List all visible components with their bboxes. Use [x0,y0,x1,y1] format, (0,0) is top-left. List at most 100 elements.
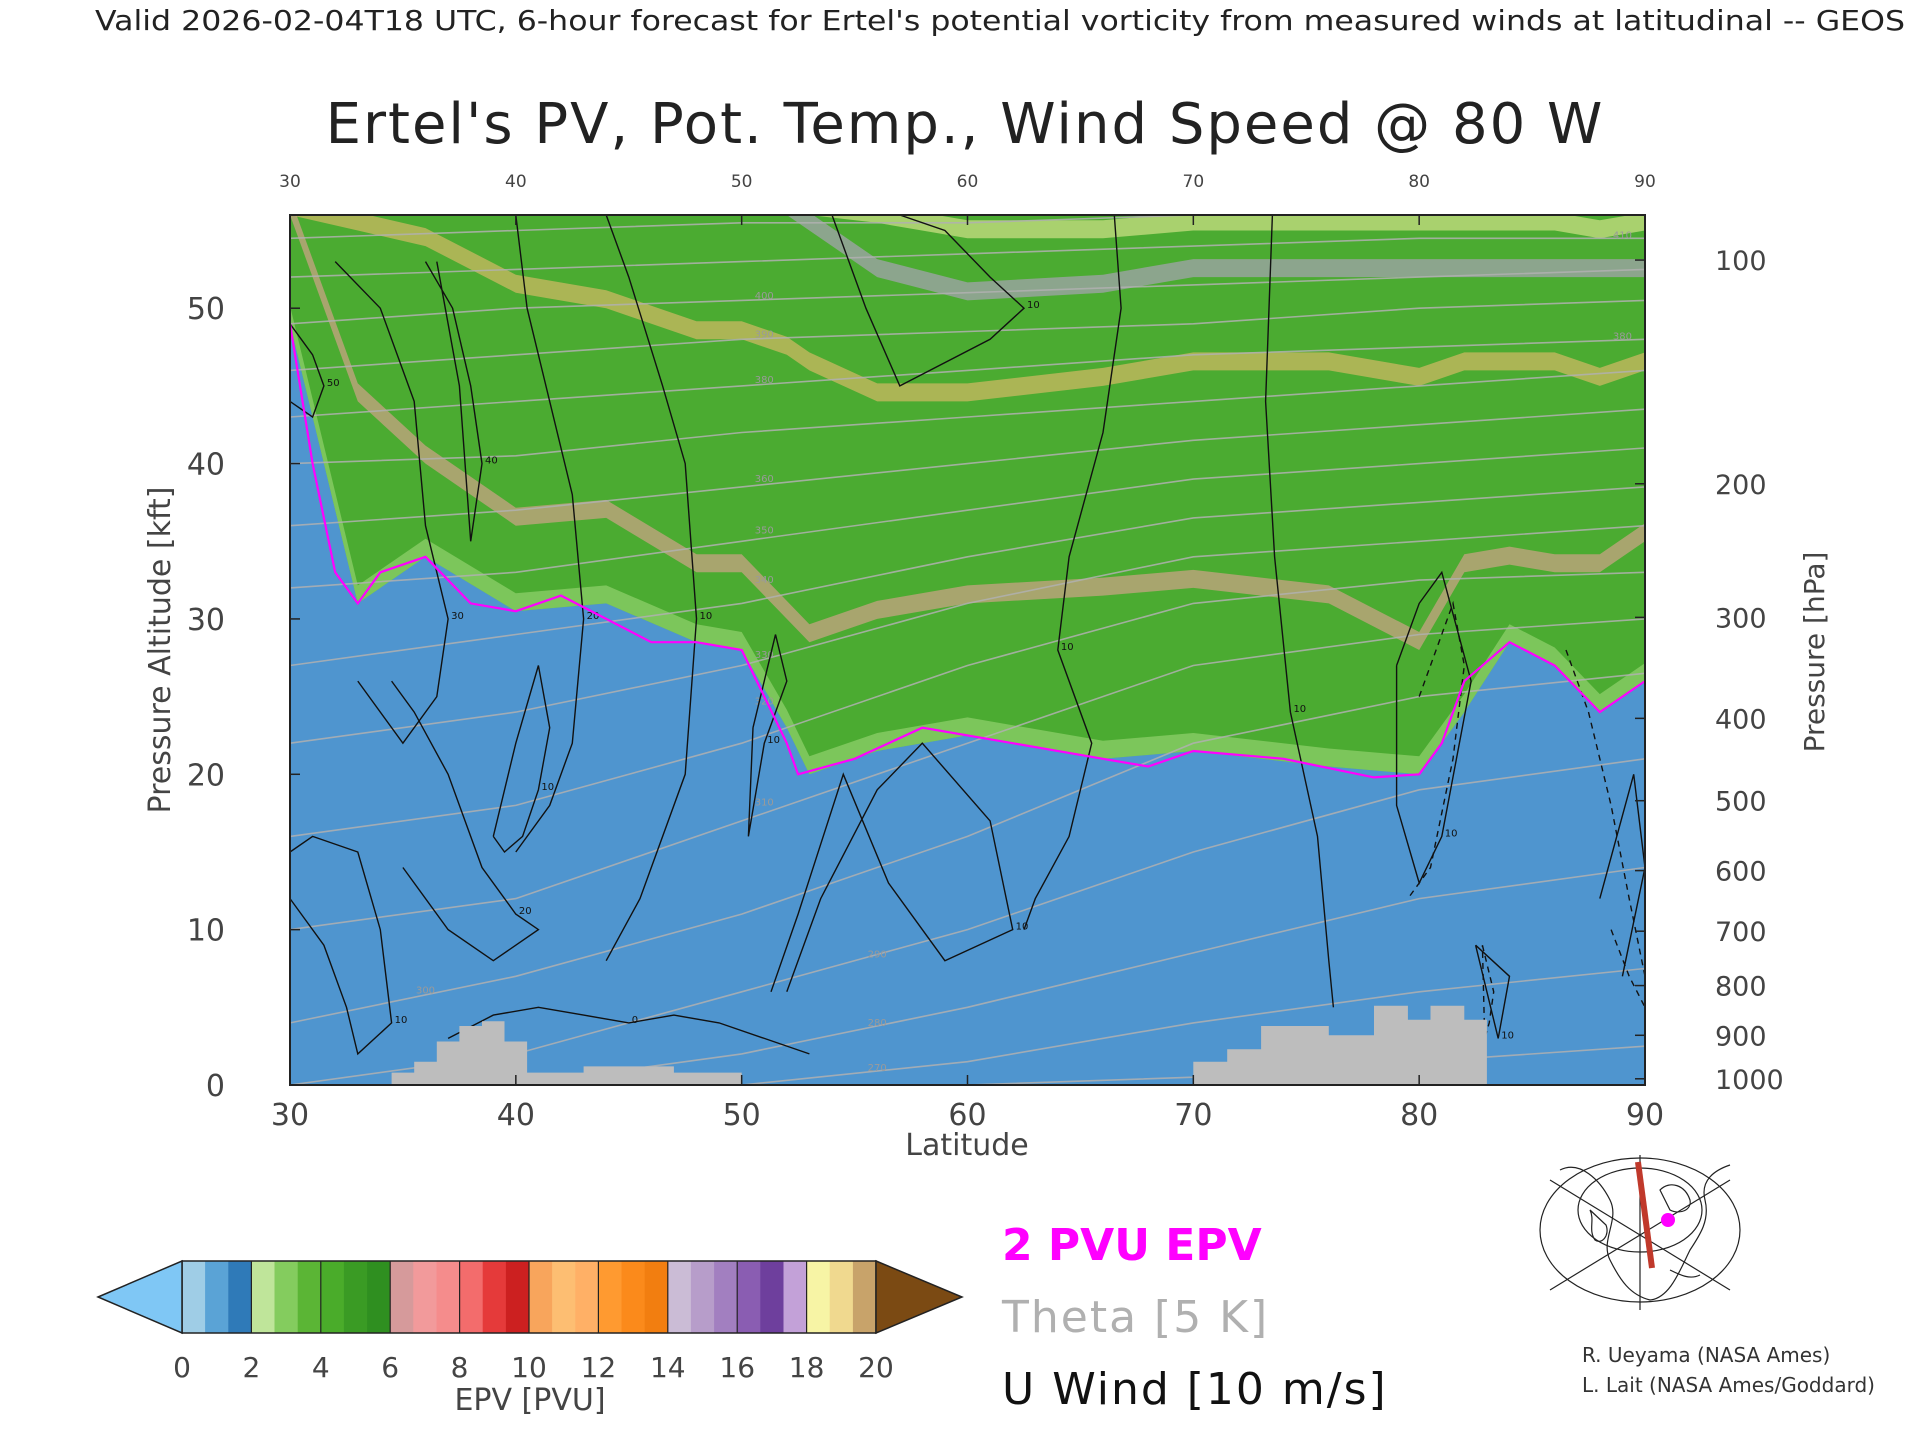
colorbar-swatch-0-2 [228,1261,252,1333]
u-wind-label-10: 10 [395,1015,408,1026]
colorbar-tick-label: 12 [581,1351,617,1384]
pressure-tick-label: 200 [1715,470,1767,501]
colorbar-over-triangle [875,1259,964,1335]
colorbar-swatch-6-8 [413,1261,437,1333]
theta-contour-340 [290,486,1645,667]
epv-band-transition [290,215,1645,239]
colorbar-swatch-4-6 [320,1261,345,1333]
inset-map [1539,1155,1741,1310]
x-tick-label: 80 [1400,1098,1438,1133]
epv-2pvu-line [290,323,1645,779]
colorbar-swatch-14-16 [714,1261,738,1333]
x-top-tick-label: 90 [1634,172,1656,192]
y-tick-label: 50 [187,292,225,327]
pressure-tick-label: 400 [1715,704,1767,735]
colorbar-swatch-8-10 [459,1261,484,1333]
x-tick-label: 40 [497,1098,535,1133]
colorbar-swatch-4-6 [367,1261,391,1333]
theta-label-380: 380 [755,375,774,386]
theta-label-320: 320 [755,696,774,707]
colorbar-swatch-16-18 [783,1261,808,1333]
colorbar-swatch-18-20 [806,1261,831,1333]
u-wind-label-10: 10 [700,611,713,622]
inset-map-coastline [1659,1184,1691,1213]
u-wind-label-10: 10 [1293,704,1306,715]
theta-label-330: 330 [755,650,774,661]
u-wind-label-20: 20 [519,906,532,917]
colorbar-swatch-10-12 [552,1261,576,1333]
inset-map-marker [1661,1213,1675,1227]
colorbar-swatch-12-14 [644,1261,669,1333]
theta-contour-360 [290,408,1645,527]
u-wind-contour-10 [605,215,698,962]
u-wind-contour-10 [1395,570,1472,885]
colorbar-swatch-0-2 [182,1261,206,1333]
colorbar-swatch-14-16 [667,1261,692,1333]
colorbar-tick-label: 8 [451,1351,469,1384]
colorbar: 0 2 4 6 8 10 12 14 16 18 20 EPV [PVU] [96,1259,964,1418]
epv-fill-bands [290,215,1645,1085]
colorbar-swatch-16-18 [737,1261,761,1333]
u-wind-contour-10 [1023,215,1122,930]
x-tick-label: 90 [1626,1098,1664,1133]
u-wind-dashed-contour--10 [1610,929,1645,1008]
x-tick-label: 30 [271,1098,309,1133]
theta-contour-330 [290,524,1645,744]
colorbar-swatch-2-4 [274,1261,299,1333]
colorbar-tick-label: 2 [242,1351,260,1384]
terrain-fill [290,1005,1645,1085]
theta-label-280: 280 [868,1018,887,1029]
u-wind-label-10: 10 [767,735,780,746]
colorbar-swatch-6-8 [390,1261,414,1333]
u-wind-label-40: 40 [485,456,498,467]
x-top-tick-label: 30 [279,172,301,192]
credit-line-1: R. Ueyama (NASA Ames) [1582,1343,1830,1367]
theta-label-350: 350 [755,525,774,536]
theta-contour-320 [290,571,1645,838]
theta-contour-270 [290,967,1645,1085]
colorbar-tick-label: 4 [312,1351,330,1384]
pressure-tick-label: 700 [1715,917,1767,948]
y-tick-label: 0 [206,1069,225,1104]
colorbar-tick-label: 6 [381,1351,399,1384]
colorbar-swatch-14-16 [690,1261,715,1333]
valid-time-header: Valid 2026-02-04T18 UTC, 6-hour forecast… [95,4,1905,37]
u-wind-label-10: 10 [1648,860,1661,871]
u-wind-label-10: 10 [1027,300,1040,311]
u-wind-contour-10 [1264,215,1335,1008]
x-top-tick-label: 60 [957,172,979,192]
theta-contour-370 [290,369,1645,465]
epv-2pvu-contour [290,323,1645,779]
theta-label-300: 300 [416,985,435,996]
inset-map-transect [1635,1161,1655,1269]
theta-label-340: 340 [755,575,774,586]
colorbar-swatch-12-14 [598,1261,623,1333]
colorbar-swatch-2-4 [251,1261,276,1333]
u-wind-contour-10 [770,742,1014,993]
pressure-tick-label: 1000 [1715,1065,1784,1096]
x-tick-label: 70 [1174,1098,1212,1133]
u-wind-dashed-contour--10 [1481,945,1495,1039]
u-wind-label-30: 30 [451,611,464,622]
theta-label-310: 310 [755,797,774,808]
u-wind-contour-20 [515,215,585,853]
inset-map-coastline [1669,1269,1701,1278]
colorbar-segments [181,1260,877,1334]
y-axis-label: Pressure Altitude [kft] [143,487,178,814]
theta-label-390: 390 [755,330,774,341]
x-top-tick-label: 40 [505,172,527,192]
pressure-tick-label: 500 [1715,787,1767,818]
colorbar-swatch-10-12 [529,1261,553,1333]
legend-theta: Theta [5 K] [1001,1292,1269,1343]
theta-contour-380 [290,338,1645,418]
u-wind-label-10: 10 [1501,1030,1514,1041]
inset-map-coastline [1589,1209,1608,1242]
u-wind-contour-40 [424,261,483,542]
colorbar-swatch-12-14 [621,1261,646,1333]
u-wind-label-10: 10 [541,782,554,793]
u-wind-label-20: 20 [587,611,600,622]
epv-band-transition [290,215,1645,402]
x-tick-label: 60 [948,1098,986,1133]
x-top-tick-label: 50 [731,172,753,192]
